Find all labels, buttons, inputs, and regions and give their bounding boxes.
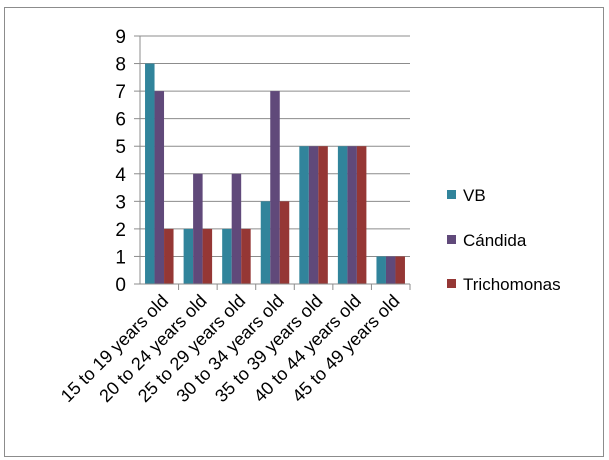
bar-vb-3: [260, 201, 271, 284]
y-tick-label: 5: [115, 137, 126, 158]
bar-cndida-3: [270, 91, 280, 284]
bar-vb-0: [145, 63, 155, 284]
y-tick-label: 9: [115, 27, 126, 48]
bar-cndida-4: [308, 146, 319, 284]
bar-trichomonas-6: [395, 256, 405, 284]
y-tick-label: 1: [115, 247, 126, 268]
bar-trichomonas-4: [318, 146, 328, 284]
legend-swatch-1: [447, 235, 456, 244]
bar-vb-6: [376, 256, 386, 284]
y-tick-label: 0: [115, 275, 126, 296]
y-tick-label: 8: [115, 55, 126, 76]
bar-vb-4: [299, 146, 309, 284]
y-tick-label: 6: [115, 110, 126, 131]
bar-cndida-2: [231, 173, 242, 284]
bar-cndida-5: [347, 146, 357, 284]
bar-cndida-0: [154, 91, 165, 284]
legend-label-2: Trichomonas: [463, 275, 561, 294]
bar-cndida-6: [385, 256, 396, 284]
bar-trichomonas-0: [164, 228, 174, 284]
y-tick-label: 7: [115, 82, 126, 103]
bar-vb-5: [337, 146, 348, 284]
bar-cndida-1: [193, 173, 203, 284]
bar-trichomonas-2: [241, 228, 251, 284]
y-tick-label: 4: [115, 165, 126, 186]
y-tick-label: 2: [115, 220, 126, 241]
bar-vb-1: [183, 228, 194, 284]
legend: VB Cándida Trichomonas: [447, 186, 561, 294]
bars: [145, 63, 405, 284]
y-axis-ticks: 0 1 2 3 4 5 6 7 8 9: [115, 27, 126, 296]
bar-trichomonas-5: [356, 146, 367, 284]
legend-swatch-2: [447, 279, 456, 288]
legend-swatch-0: [447, 190, 456, 199]
axes: [134, 35, 411, 290]
legend-label-0: VB: [463, 186, 486, 205]
y-tick-label: 3: [115, 192, 126, 213]
bar-vb-2: [222, 228, 232, 284]
bar-trichomonas-3: [279, 201, 290, 284]
bar-trichomonas-1: [202, 228, 213, 284]
legend-label-1: Cándida: [463, 231, 527, 250]
